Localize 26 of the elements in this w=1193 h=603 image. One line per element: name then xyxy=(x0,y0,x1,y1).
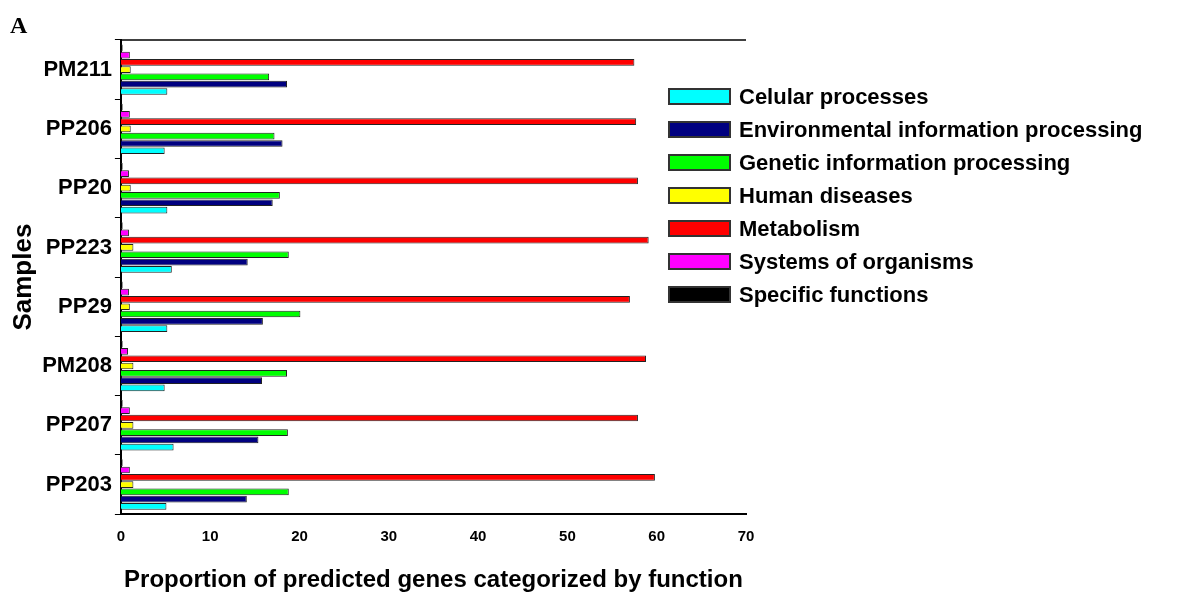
y-tick-label: PP206 xyxy=(45,114,112,140)
x-tick-label: 0 xyxy=(116,527,126,545)
x-tick-label: 30 xyxy=(380,527,398,545)
y-tick-label: PP20 xyxy=(58,174,112,200)
y-tick-label: PP203 xyxy=(45,470,112,496)
legend-label: Metabolism xyxy=(739,215,861,242)
x-tick-label: 10 xyxy=(201,527,219,545)
text: A xyxy=(10,12,28,39)
x-tick-label: 20 xyxy=(291,527,308,545)
x-axis-title: Proportion of predicted genes categorized by function xyxy=(124,565,743,593)
legend-label: Genetic information processing xyxy=(739,149,1071,176)
x-tick-label: 50 xyxy=(559,527,576,545)
x-tick-label: 60 xyxy=(648,527,666,545)
legend-label: Human diseases xyxy=(739,182,913,209)
y-tick-label: PP223 xyxy=(45,233,112,259)
x-tick-label: 70 xyxy=(737,527,755,545)
y-axis-title: Samples xyxy=(6,223,37,331)
legend-label: Celular processes xyxy=(739,83,929,110)
x-tick-label: 40 xyxy=(469,527,487,545)
y-tick-label: PM211 xyxy=(43,55,112,81)
y-tick-label: PP207 xyxy=(45,411,112,437)
y-tick-label: PP29 xyxy=(58,292,112,318)
legend-label: Systems of organisms xyxy=(739,248,974,275)
legend-label: Environmental information processing xyxy=(739,116,1143,143)
legend-label: Specific functions xyxy=(739,281,929,308)
y-tick-label: PM208 xyxy=(42,352,112,378)
